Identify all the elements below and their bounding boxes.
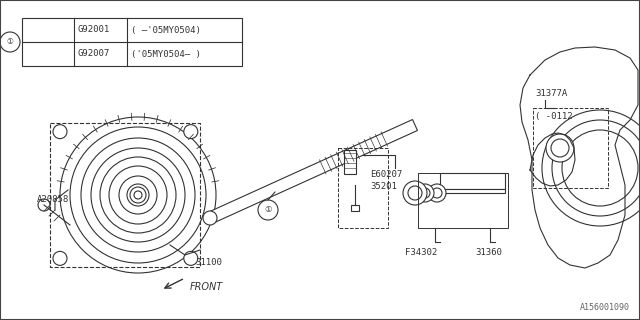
- Circle shape: [420, 188, 430, 198]
- Circle shape: [38, 199, 50, 211]
- Text: G92007: G92007: [78, 50, 110, 59]
- Text: A156001090: A156001090: [580, 303, 630, 312]
- Circle shape: [416, 184, 434, 202]
- Circle shape: [258, 200, 278, 220]
- Text: F34302: F34302: [405, 248, 437, 257]
- Circle shape: [130, 187, 146, 203]
- Bar: [351, 205, 359, 211]
- Circle shape: [184, 252, 198, 265]
- Circle shape: [403, 181, 427, 205]
- Bar: [440, 189, 505, 193]
- Text: ('05MY0504– ): ('05MY0504– ): [131, 50, 201, 59]
- Text: ( –'05MY0504): ( –'05MY0504): [131, 26, 201, 35]
- Text: FRONT: FRONT: [190, 282, 223, 292]
- Bar: [418, 173, 508, 228]
- Circle shape: [53, 124, 67, 139]
- Bar: [533, 108, 608, 188]
- Bar: [344, 150, 356, 174]
- Text: A20858: A20858: [37, 196, 69, 204]
- Circle shape: [134, 191, 142, 199]
- Polygon shape: [207, 120, 417, 223]
- Text: ( -0112: ( -0112: [535, 112, 573, 121]
- Text: G92001: G92001: [78, 26, 110, 35]
- Circle shape: [203, 211, 217, 225]
- Text: E60207: E60207: [370, 170, 403, 179]
- Bar: [22, 18, 242, 66]
- Circle shape: [432, 188, 442, 198]
- Circle shape: [546, 134, 574, 162]
- Circle shape: [551, 139, 569, 157]
- Circle shape: [408, 186, 422, 200]
- Text: ①: ①: [6, 37, 13, 46]
- Circle shape: [184, 124, 198, 139]
- Text: 31100: 31100: [195, 258, 222, 267]
- Text: 31360: 31360: [475, 248, 502, 257]
- Circle shape: [428, 184, 446, 202]
- Bar: [440, 173, 505, 189]
- Text: 35201: 35201: [370, 182, 397, 191]
- Text: 31377A: 31377A: [535, 89, 567, 98]
- Bar: [338, 148, 388, 228]
- Circle shape: [53, 252, 67, 265]
- Text: ①: ①: [264, 205, 272, 214]
